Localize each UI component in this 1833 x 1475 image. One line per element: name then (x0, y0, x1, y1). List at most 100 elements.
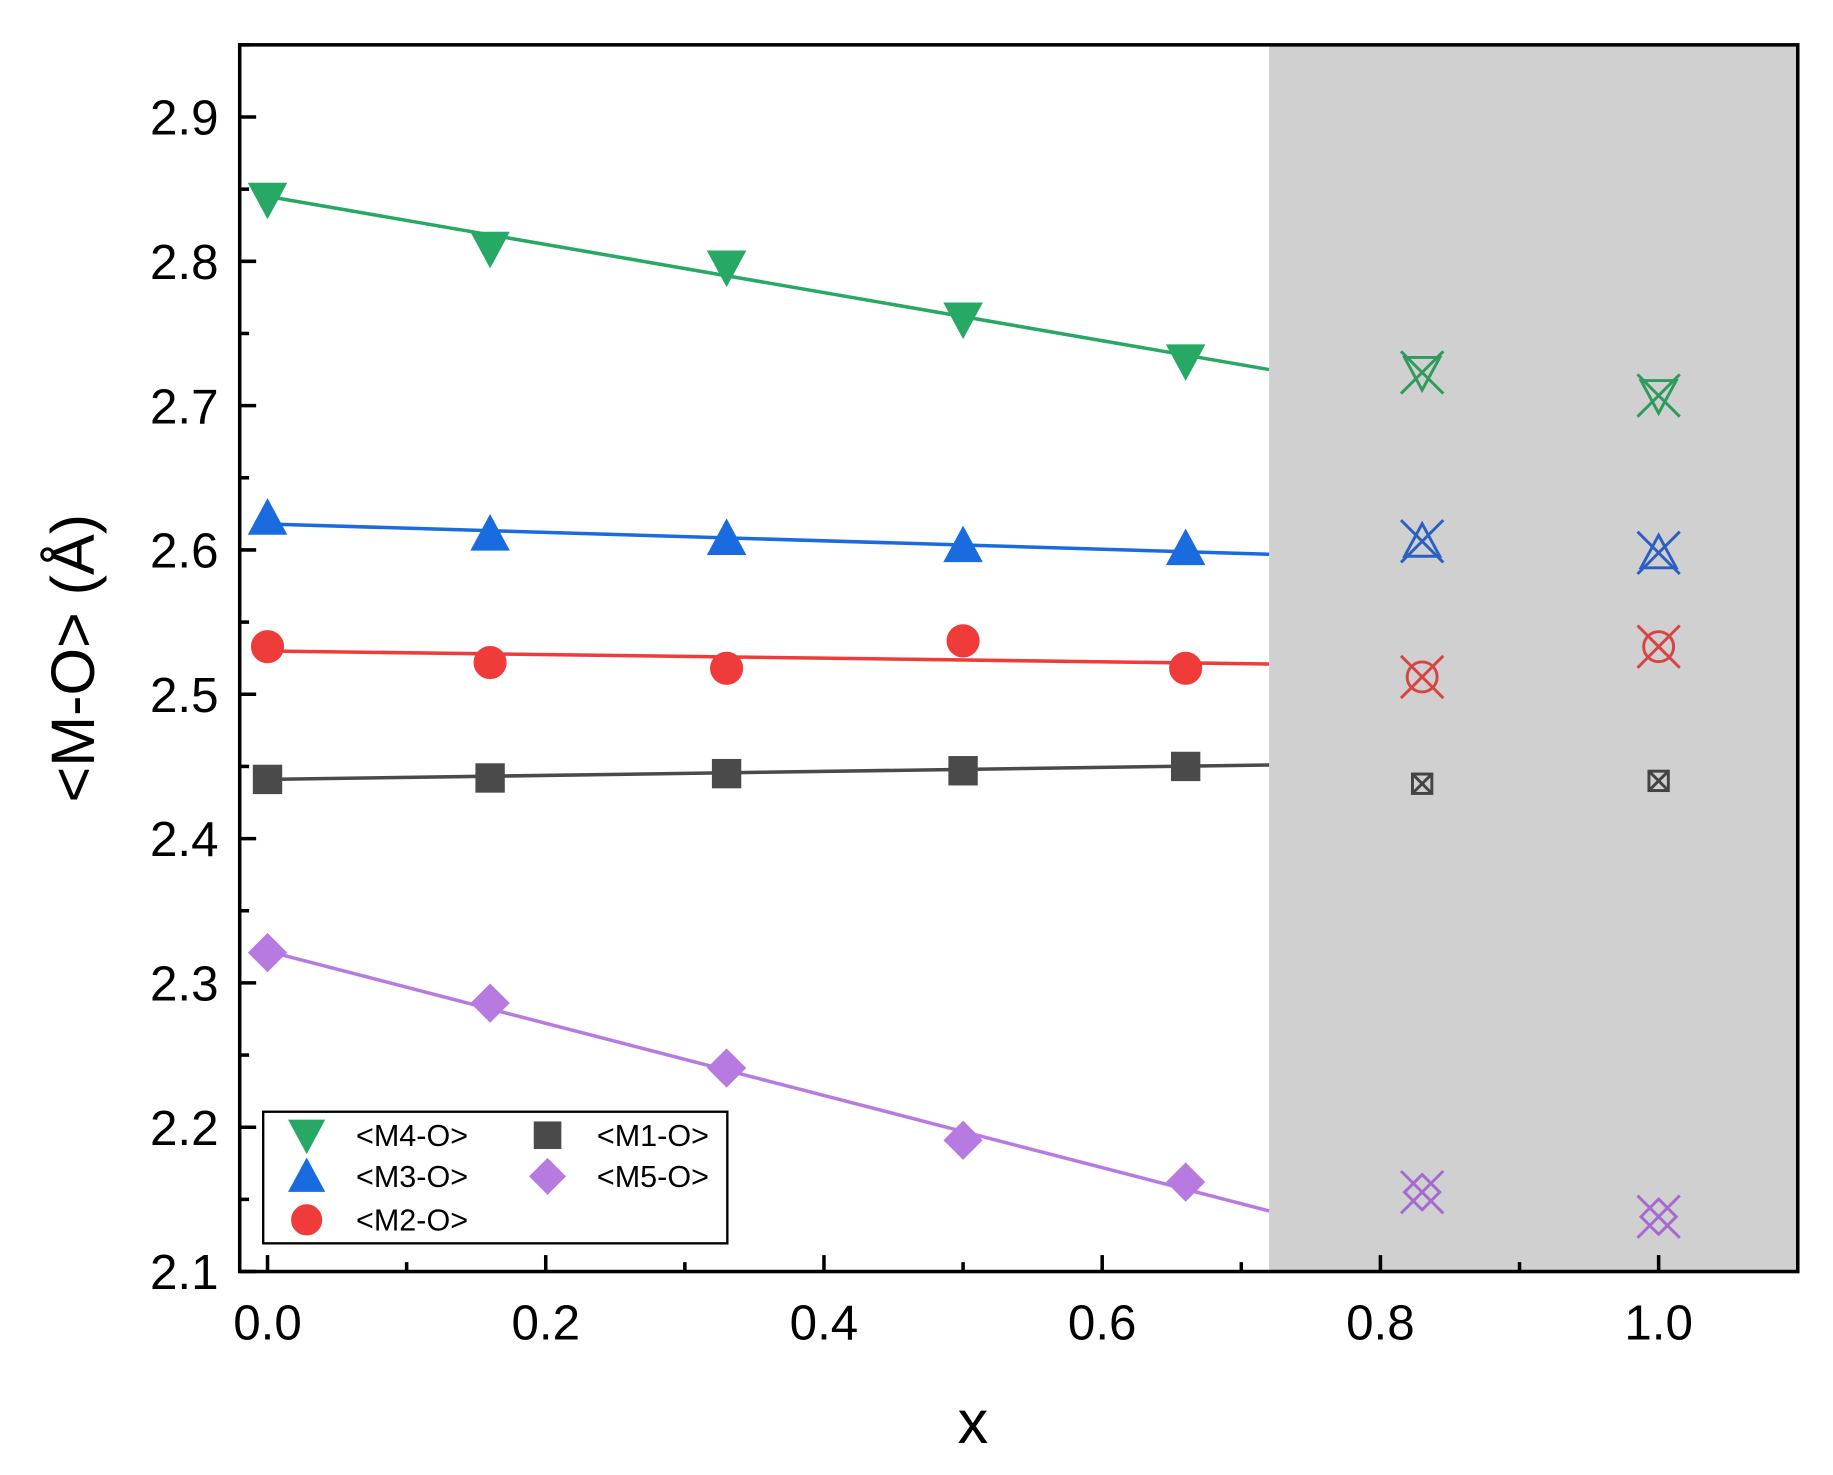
cross-mark (1399, 654, 1445, 700)
open-data-point-m1-o (1647, 769, 1670, 793)
data-point-m2-o (473, 645, 507, 680)
legend-box (262, 1110, 729, 1245)
data-point-m5-o (943, 1120, 983, 1160)
legend-item-m5-o: <M5-O> (529, 1157, 709, 1195)
data-point-m1-o (1170, 751, 1201, 782)
data-point-m3-o (943, 525, 983, 563)
open-marker-m1-o (1410, 772, 1434, 795)
open-data-point-m5-o (1399, 1169, 1445, 1215)
y-axis-title: <M-O> (Å) (39, 514, 107, 803)
open-marker-m2-o (1405, 660, 1439, 694)
legend-marker-m3-o (288, 1157, 326, 1192)
y-tick-label: 2.4 (150, 812, 219, 867)
y-tick-label: 2.3 (150, 957, 219, 1012)
legend-label: <M4-O> (356, 1119, 468, 1153)
cross-mark (1636, 373, 1681, 418)
data-point-m1-o (475, 763, 505, 793)
y-tick-label: 2.8 (150, 235, 219, 290)
data-point-m3-o (706, 518, 747, 555)
cross-mark (1411, 773, 1433, 795)
y-tick-label: 2.7 (150, 379, 219, 434)
data-point-m5-o (706, 1048, 747, 1088)
data-point-m1-o (252, 764, 283, 795)
y-tick-label: 2.9 (150, 91, 219, 146)
legend-label: <M2-O> (356, 1203, 468, 1237)
y-tick-label: 2.6 (150, 524, 219, 579)
fit-lines (267, 194, 1270, 1213)
legend-marker-m4-o (288, 1119, 326, 1155)
x-tick-label: 0.6 (1068, 1296, 1137, 1351)
data-point-m2-o (1169, 651, 1203, 685)
data-point-m5-o (470, 983, 510, 1023)
legend-item-m2-o: <M2-O> (291, 1203, 468, 1237)
open-data-point-m2-o (1399, 654, 1445, 700)
data-point-m2-o (946, 624, 980, 658)
legend-label: <M5-O> (597, 1160, 709, 1194)
open-data-point-m3-o (1399, 519, 1445, 564)
legend-label: <M3-O> (356, 1160, 468, 1194)
legend-item-m1-o: <M1-O> (533, 1119, 709, 1153)
legend-item-m4-o: <M4-O> (288, 1119, 468, 1155)
open-marker-m3-o (1402, 520, 1443, 558)
fit-line-m1-o (267, 763, 1270, 782)
data-point-m2-o (710, 651, 744, 685)
data-point-m1-o (711, 758, 742, 789)
data-point-m4-o (706, 250, 747, 288)
data-point-m4-o (247, 182, 288, 220)
y-tick-label: 2.2 (150, 1101, 219, 1156)
fit-line-m5-o (267, 949, 1270, 1213)
legend-marker-m2-o (291, 1204, 323, 1236)
open-marker-m4-o (1638, 379, 1679, 417)
cross-mark (1636, 530, 1681, 576)
open-data-point-m2-o (1636, 624, 1681, 669)
open-marker-m1-o (1647, 769, 1670, 793)
data-point-m4-o (943, 302, 983, 340)
data-point-m3-o (1165, 528, 1206, 566)
x-axis-title: x (958, 1388, 989, 1456)
axes: 0.0 0.2 0.4 0.6 0.8 1.0 2.1 2.2 2.3 2.4 2.5 2.6 2.7 2… (150, 43, 1800, 1351)
cross-mark (1399, 350, 1445, 395)
fit-line-m4-o (267, 194, 1270, 372)
x-tick-label: 0.8 (1346, 1296, 1415, 1351)
cross-mark (1399, 1169, 1445, 1215)
open-marker-m4-o (1402, 355, 1443, 394)
legend: <M4-O> <M1-O> <M3-O> <M5-O> <M2-O> (262, 1110, 729, 1245)
open-marker-m2-o (1642, 630, 1676, 664)
cross-mark (1636, 624, 1681, 669)
data-point-m4-o (470, 231, 510, 269)
open-data-point-m5-o (1636, 1194, 1681, 1239)
legend-marker-m1-o (533, 1121, 562, 1150)
open-marker-m5-o (1402, 1172, 1442, 1212)
fit-line-m2-o (267, 649, 1270, 666)
y-tick-label: 2.5 (150, 668, 219, 723)
fit-line-m3-o (267, 522, 1270, 557)
data-point-m3-o (247, 498, 288, 535)
x-tick-label: 1.0 (1624, 1296, 1693, 1351)
x-tick-label: 0.4 (790, 1296, 859, 1351)
legend-label: <M1-O> (597, 1119, 709, 1153)
open-data-point-m1-o (1410, 772, 1434, 795)
open-data-point-m4-o (1636, 373, 1681, 418)
plot-frame (237, 43, 1800, 1274)
data-point-m2-o (250, 630, 285, 664)
data-point-m5-o (247, 932, 288, 973)
data-point-m5-o (1166, 1162, 1206, 1202)
cross-mark (1648, 770, 1670, 792)
legend-item-m3-o: <M3-O> (288, 1157, 468, 1194)
shaded-region-layer (1269, 44, 1798, 1272)
open-data-point-m4-o (1399, 350, 1445, 395)
open-data-point-m3-o (1636, 530, 1681, 576)
legend-marker-m5-o (529, 1157, 567, 1195)
open-marker-m5-o (1638, 1196, 1679, 1237)
open-marker-m3-o (1638, 532, 1679, 570)
x-tick-label: 0.2 (511, 1296, 580, 1351)
data-point-m1-o (948, 756, 978, 786)
shaded-region (1269, 44, 1798, 1272)
data-point-m3-o (470, 514, 510, 551)
y-tick-label: 2.1 (150, 1245, 219, 1300)
data-markers (247, 182, 1681, 1239)
x-tick-label: 0.0 (233, 1296, 302, 1351)
data-point-m4-o (1165, 344, 1206, 381)
cross-mark (1399, 519, 1445, 564)
